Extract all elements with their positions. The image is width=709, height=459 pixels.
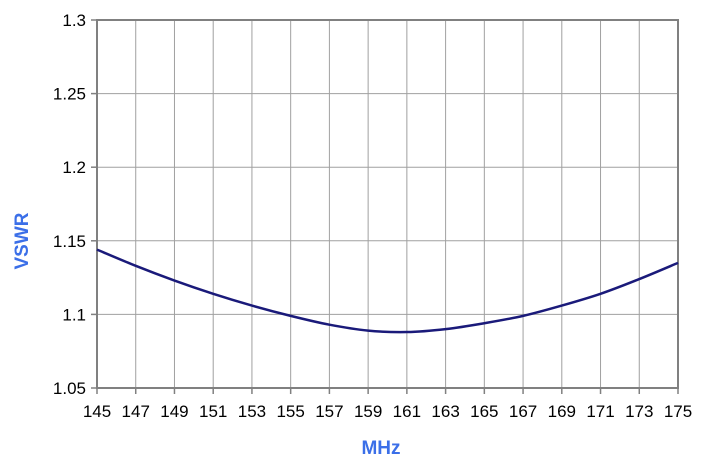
x-tick-label: 145 [83,402,111,421]
x-tick-label: 167 [509,402,537,421]
x-tick-label: 175 [664,402,692,421]
y-tick-label: 1.3 [62,11,86,30]
y-tick-label: 1.25 [53,85,86,104]
series-line-vswr [96,248,679,334]
x-tick-label: 163 [431,402,459,421]
x-tick-label: 161 [393,402,421,421]
x-tick-label: 155 [276,402,304,421]
y-tick-labels: 1.05 1.1 1.15 1.2 1.25 1.3 [53,11,86,398]
x-tick-label: 149 [160,402,188,421]
x-tick-label: 171 [586,402,614,421]
plot-frame [91,19,679,394]
x-tick-label: 153 [238,402,266,421]
y-tick-label: 1.15 [53,232,86,251]
y-tick-label: 1.05 [53,379,86,398]
x-axis-label: MHz [361,438,400,459]
x-tick-label: 173 [625,402,653,421]
x-tick-label: 169 [548,402,576,421]
plot-border [96,19,679,389]
x-tick-label: 147 [122,402,150,421]
x-tick-label: 165 [470,402,498,421]
y-tick-label: 1.2 [62,158,86,177]
x-tick-labels: 145 147 149 151 153 155 157 159 161 163 165 167 169 1… [83,402,692,421]
y-tick-label: 1.1 [62,305,86,324]
x-tick-label: 151 [199,402,227,421]
x-tick-label: 159 [354,402,382,421]
x-tick-label: 157 [315,402,343,421]
series-layer [96,248,679,334]
y-axis-label: VSWR [12,212,33,269]
